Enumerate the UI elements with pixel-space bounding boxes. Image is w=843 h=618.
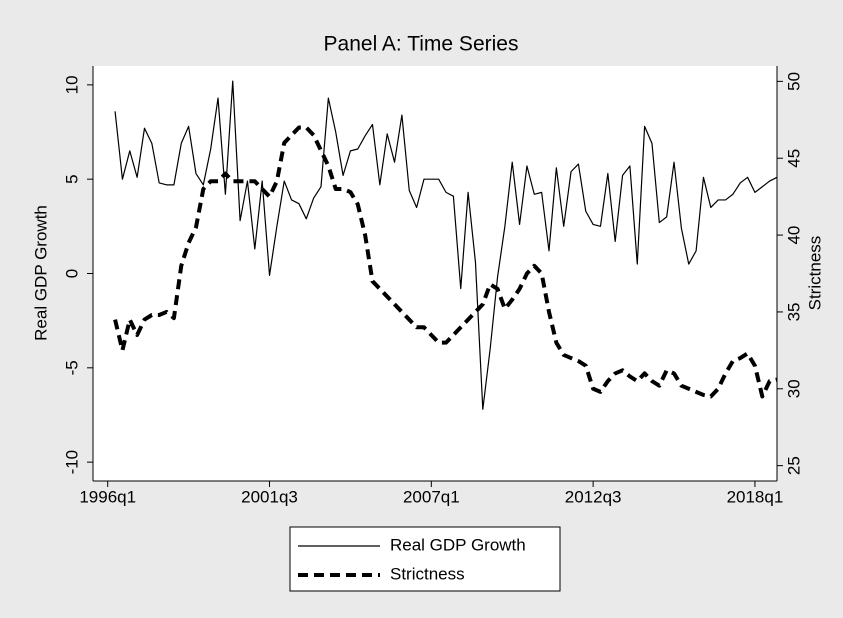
y-tick-label: 0 [62, 269, 81, 278]
y-tick-label: 5 [62, 174, 81, 183]
y2-tick-label: 30 [784, 379, 803, 398]
legend-label: Real GDP Growth [390, 535, 526, 554]
line-series [113, 125, 778, 399]
x-tick-label: 2012q3 [565, 487, 622, 506]
y-axis-title: Real GDP Growth [31, 205, 50, 341]
legend-box [289, 526, 561, 592]
x-tick-label: 2018q1 [727, 487, 784, 506]
x-tick-label: 1996q1 [79, 487, 136, 506]
plot-area [93, 66, 777, 481]
y2-axis-title: Strictness [805, 236, 824, 311]
y2-tick-label: 35 [784, 302, 803, 321]
x-tick-label: 2007q1 [403, 487, 460, 506]
line-series [114, 80, 778, 410]
y2-tick-label: 45 [784, 149, 803, 168]
legend-label: Strictness [390, 564, 465, 583]
y2-tick-label: 25 [784, 456, 803, 475]
y-tick-label: -5 [62, 360, 81, 375]
chart-title: Panel A: Time Series [324, 33, 519, 56]
x-tick-label: 2001q3 [241, 487, 298, 506]
y2-tick-label: 50 [784, 72, 803, 91]
y2-tick-label: 40 [784, 226, 803, 245]
y-tick-label: 10 [62, 75, 81, 94]
y-tick-label: -10 [62, 450, 81, 475]
